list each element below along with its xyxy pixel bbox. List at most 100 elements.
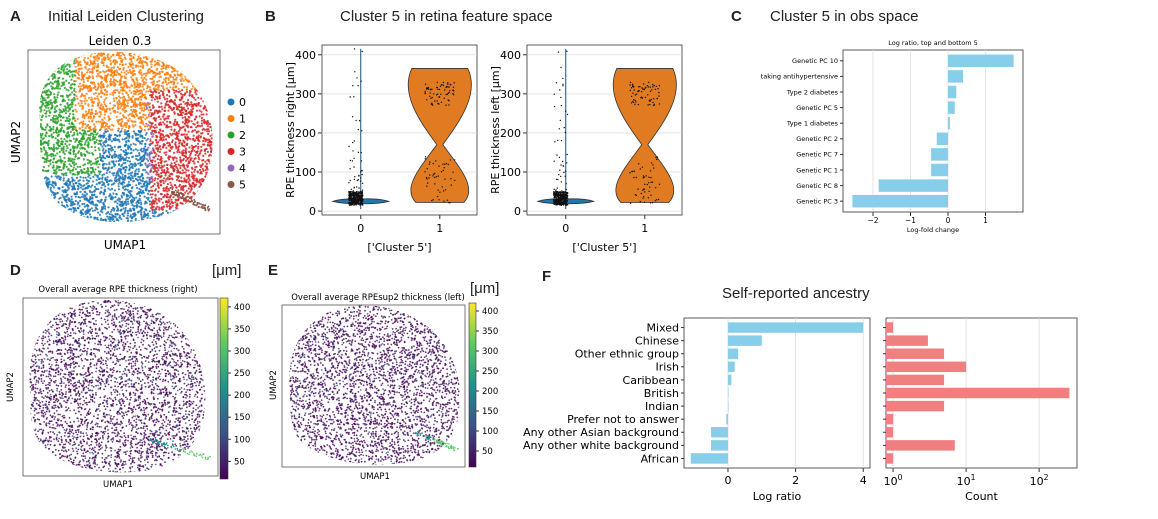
umap-a-point: [184, 73, 187, 76]
umap-a-point: [63, 72, 66, 75]
umap-a-point: [77, 64, 80, 67]
umap-a-point: [146, 184, 149, 188]
umap-a-point: [45, 208, 48, 211]
umap-a-point: [109, 102, 112, 105]
umap-a-point: [96, 102, 99, 105]
umap-a-point: [178, 215, 181, 218]
umap-a-point: [207, 58, 210, 61]
umap-a-point: [39, 168, 41, 171]
umap-a-point: [108, 163, 111, 166]
umap-a-point: [90, 52, 93, 55]
umap-a-point: [40, 64, 43, 67]
umap-a-point: [84, 218, 87, 221]
umap-a-point: [138, 51, 141, 54]
umap-a-point: [96, 160, 99, 163]
umap-a-point: [73, 87, 76, 90]
umap-a-point: [163, 151, 166, 154]
umap-a-point: [40, 54, 43, 57]
umap-a-point: [209, 134, 212, 137]
umap-a-point: [117, 99, 121, 102]
umap-a-point: [40, 187, 43, 190]
umap-a-point: [159, 148, 162, 151]
umap-a-point: [197, 56, 201, 60]
umap-a-point: [205, 162, 208, 165]
umap-a-point: [201, 82, 204, 85]
umap-a-point: [72, 137, 75, 140]
umap-a-point: [180, 89, 184, 92]
umap-a-point: [135, 225, 137, 227]
umap-a-point: [204, 180, 207, 183]
umap-a-point: [129, 143, 132, 146]
umap-a-point: [76, 165, 79, 168]
umap-a-point: [114, 216, 117, 219]
umap-a-point: [149, 217, 152, 220]
umap-a-point: [202, 121, 206, 124]
umap-a-point: [74, 181, 78, 185]
chart-a-frame: [27, 49, 221, 235]
umap-a-point: [54, 62, 58, 65]
umap-a-point: [68, 223, 70, 225]
umap-a-point: [214, 199, 216, 201]
umap-a-point: [56, 208, 59, 211]
umap-a-point: [116, 65, 119, 69]
umap-a-point: [75, 56, 78, 59]
umap-a-point: [99, 71, 102, 74]
umap-a-point: [48, 205, 51, 208]
umap-a-point: [136, 154, 139, 158]
umap-a-point: [198, 109, 201, 112]
umap-a-point: [67, 54, 70, 57]
umap-a-point: [60, 161, 63, 164]
umap-a-point: [69, 171, 72, 174]
umap-a-point: [123, 201, 126, 204]
umap-a-point: [156, 150, 159, 153]
umap-a-point: [148, 55, 151, 58]
umap-a-point: [188, 51, 191, 54]
umap-a-point: [126, 200, 130, 203]
umap-a-point: [129, 63, 132, 66]
umap-a-point: [60, 84, 63, 88]
umap-a-point: [41, 138, 44, 141]
umap-a-point: [196, 58, 199, 61]
umap-a-point: [98, 172, 101, 176]
umap-a-point: [172, 70, 175, 73]
umap-a-point: [131, 195, 134, 198]
umap-a-point: [87, 112, 90, 115]
umap-a-point: [198, 54, 201, 57]
umap-a-point: [111, 225, 113, 227]
umap-a-point: [48, 60, 52, 63]
umap-a-point: [105, 107, 109, 110]
umap-a-point: [194, 84, 198, 87]
umap-a-point: [204, 193, 207, 196]
umap-a-point: [49, 92, 53, 95]
umap-a-point: [93, 83, 96, 86]
umap-a-point: [69, 54, 72, 57]
umap-a-point: [39, 97, 42, 100]
umap-a-point: [53, 93, 56, 96]
umap-a-point: [118, 198, 122, 201]
umap-a-point: [120, 224, 122, 226]
umap-a-point: [214, 183, 216, 185]
umap-a-point: [76, 171, 79, 174]
umap-a-point: [145, 152, 148, 155]
umap-a-point: [61, 140, 64, 143]
umap-a-point: [212, 93, 213, 96]
umap-a-point: [215, 108, 217, 110]
umap-a-point: [74, 199, 77, 203]
umap-a-point: [95, 207, 98, 210]
umap-a-point: [162, 121, 165, 124]
umap-a-point: [192, 51, 195, 53]
umap-a-point: [166, 62, 169, 65]
umap-a-point: [86, 138, 89, 141]
umap-a-point: [200, 65, 203, 68]
umap-a-point: [175, 209, 178, 212]
umap-a-point: [124, 174, 127, 177]
umap-a-point: [69, 130, 72, 133]
umap-a-point: [195, 136, 198, 140]
umap-a-point: [195, 76, 198, 79]
umap-a-point: [57, 227, 59, 229]
umap-a-point: [79, 60, 82, 63]
umap-a-point: [167, 212, 170, 215]
umap-a-point: [127, 94, 130, 97]
umap-a-point: [53, 118, 56, 121]
umap-a-point: [179, 73, 182, 76]
